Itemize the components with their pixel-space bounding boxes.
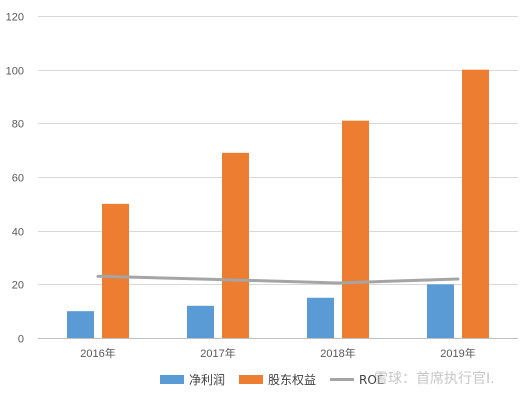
roe-line xyxy=(96,274,460,285)
legend: 净利润 股东权益 ROE xyxy=(160,371,398,388)
bar-equity xyxy=(462,69,489,339)
x-tick-label: 2018年 xyxy=(320,346,355,360)
x-tick-label: 2019年 xyxy=(440,346,475,360)
legend-label-net-profit: 净利润 xyxy=(189,373,226,387)
legend-label-roe: ROE xyxy=(359,372,385,387)
bar-equity xyxy=(102,203,129,338)
bar-net-profit xyxy=(427,284,454,338)
y-tick-label: 60 xyxy=(12,173,24,185)
x-axis-ticks: 2016年 2017年 2018年 2019年 xyxy=(80,346,475,360)
y-tick-label: 120 xyxy=(6,12,24,24)
legend-label-equity: 股东权益 xyxy=(268,373,317,387)
legend-item-equity: 股东权益 xyxy=(239,371,316,388)
bar-net-profit xyxy=(307,297,334,338)
bar-net-profit xyxy=(67,311,94,338)
legend-swatch-roe xyxy=(330,378,355,381)
x-tick-label: 2016年 xyxy=(80,346,115,360)
bar-equity xyxy=(222,152,249,338)
bar-net-profit xyxy=(187,305,214,338)
y-tick-label: 100 xyxy=(6,66,24,78)
legend-item-roe: ROE xyxy=(330,373,384,387)
y-axis-ticks: 0 20 40 60 80 100 120 xyxy=(6,12,24,346)
legend-swatch-net-profit xyxy=(160,375,184,384)
y-tick-label: 0 xyxy=(18,334,24,346)
legend-swatch-equity xyxy=(239,375,264,384)
y-tick-label: 80 xyxy=(12,119,24,131)
x-tick-label: 2017年 xyxy=(200,346,235,360)
bars xyxy=(67,69,489,339)
y-tick-label: 40 xyxy=(12,227,24,239)
bar-equity xyxy=(342,120,369,339)
roe-series-line xyxy=(96,274,460,285)
legend-item-net-profit: 净利润 xyxy=(160,371,225,388)
watermark: 雪球：首席执行官I. xyxy=(374,371,495,387)
y-tick-label: 20 xyxy=(12,280,24,292)
